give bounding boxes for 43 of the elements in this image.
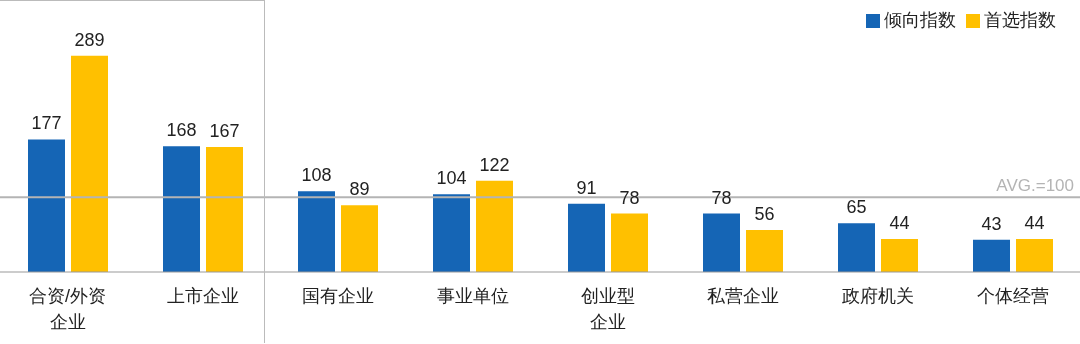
data-label: 104 — [436, 168, 467, 189]
data-label: 167 — [209, 120, 240, 141]
legend-label: 首选指数 — [984, 10, 1056, 30]
bar — [298, 191, 335, 272]
data-label: 44 — [889, 213, 910, 234]
data-label: 44 — [1024, 213, 1045, 234]
data-label: 168 — [166, 120, 197, 141]
bar — [433, 194, 470, 272]
bar — [341, 205, 378, 272]
bar — [973, 239, 1010, 272]
data-label: 122 — [479, 154, 510, 175]
data-label: 56 — [754, 204, 775, 225]
data-label: 78 — [619, 187, 640, 208]
bar — [206, 146, 243, 272]
x-tick-label: 政府机关 — [841, 286, 914, 306]
x-tick-label: 事业单位 — [436, 286, 509, 306]
data-label: 78 — [711, 187, 732, 208]
bar — [746, 230, 783, 272]
bar — [611, 213, 648, 272]
x-tick-label: 创业型企业 — [580, 286, 635, 332]
bar — [28, 139, 65, 272]
data-label: 289 — [74, 29, 105, 50]
data-label: 108 — [301, 165, 332, 186]
x-tick-label: 私营企业 — [706, 286, 779, 306]
bar — [703, 213, 740, 272]
data-label: 177 — [31, 113, 62, 134]
bar — [568, 203, 605, 272]
data-label: 65 — [846, 197, 867, 218]
data-label: 89 — [349, 179, 370, 200]
ref-line-label: AVG.=100 — [996, 176, 1074, 196]
bar — [1016, 239, 1053, 272]
x-tick-label: 个体经营 — [976, 286, 1049, 306]
x-tick-label: 上市企业 — [166, 286, 239, 306]
bar — [476, 180, 513, 272]
bar — [163, 146, 200, 272]
data-label: 43 — [981, 213, 1002, 234]
data-label: 91 — [576, 177, 597, 198]
bar — [838, 223, 875, 272]
bar — [881, 239, 918, 272]
legend-label: 倾向指数 — [884, 10, 956, 30]
x-tick-label: 合资/外资企业 — [28, 286, 107, 332]
x-tick-label: 国有企业 — [301, 286, 374, 306]
bar — [71, 55, 108, 272]
